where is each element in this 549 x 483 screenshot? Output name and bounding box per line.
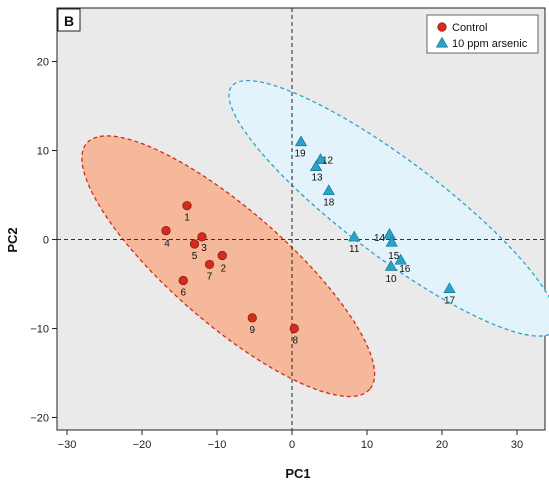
legend-label-control: Control: [452, 22, 487, 34]
y-axis-title: PC2: [5, 227, 20, 252]
y-tick-label: 20: [37, 57, 49, 69]
panel-label: B: [64, 13, 74, 29]
x-axis-title: PC1: [285, 466, 310, 481]
plot-area: −30 −20 −10 0 10 20 30−20−10010201234567891011…: [30, 7, 549, 451]
point-label-10: 10: [385, 274, 397, 285]
series-control: 1 2 3 4 5 6 7 8 9: [161, 201, 299, 347]
data-point-2: [217, 250, 227, 261]
y-tick-label: 10: [37, 146, 49, 158]
x-tick-label: −10: [208, 439, 227, 451]
data-point-18: [322, 184, 335, 196]
y-tick-label: 0: [43, 235, 49, 247]
x-tick-label: 20: [436, 439, 448, 451]
data-point-4: [161, 226, 171, 236]
x-tick-label: −20: [133, 439, 152, 451]
point-label-4: 4: [164, 239, 170, 250]
data-point-9: [247, 313, 257, 323]
data-point-5: [189, 239, 200, 249]
x-tick-label: 10: [361, 439, 373, 451]
confidence-ellipse-control: [81, 135, 376, 398]
point-label-17: 17: [444, 295, 456, 306]
x-tick-label: 0: [289, 439, 295, 451]
x-tick-label: 30: [511, 439, 523, 451]
y-tick-label: −10: [30, 324, 49, 336]
legend-label-arsenic: 10 ppm arsenic: [452, 38, 528, 50]
point-label-19: 19: [294, 149, 306, 160]
data-point-14: [383, 227, 396, 239]
data-point-12: [314, 153, 327, 164]
data-point-15: [385, 235, 398, 247]
data-point-3: [197, 232, 207, 242]
point-label-6: 6: [180, 287, 186, 298]
legend-marker-arsenic: [435, 36, 449, 48]
point-label-1: 1: [184, 213, 190, 224]
point-label-11: 11: [349, 244, 360, 255]
point-label-3: 3: [201, 243, 207, 254]
data-point-19: [294, 135, 308, 147]
point-label-16: 16: [399, 264, 411, 275]
point-label-15: 15: [388, 251, 400, 262]
point-label-12: 12: [322, 155, 334, 166]
data-point-6: [178, 275, 188, 286]
point-label-18: 18: [323, 198, 335, 209]
confidence-ellipse-arsenic: [228, 79, 549, 337]
point-label-13: 13: [311, 173, 323, 184]
y-tick-label: −20: [30, 413, 49, 425]
panel-label-box: [57, 8, 81, 32]
data-point-17: [443, 282, 456, 293]
x-tick-label: −30: [58, 439, 77, 451]
legend-marker-control: [437, 22, 447, 32]
point-label-2: 2: [220, 264, 226, 275]
data-point-8: [289, 323, 299, 334]
data-point-11: [348, 230, 361, 242]
data-point-13: [309, 160, 323, 172]
point-label-8: 8: [292, 336, 298, 347]
data-point-16: [394, 253, 407, 265]
legend: Control 10 ppm arsenic: [426, 14, 539, 54]
data-point-7: [204, 259, 215, 270]
point-label-9: 9: [249, 325, 255, 336]
point-label-7: 7: [207, 271, 213, 282]
point-label-5: 5: [192, 251, 198, 262]
point-label-14: 14: [374, 233, 386, 244]
data-point-1: [182, 201, 192, 211]
data-point-10: [384, 259, 398, 271]
